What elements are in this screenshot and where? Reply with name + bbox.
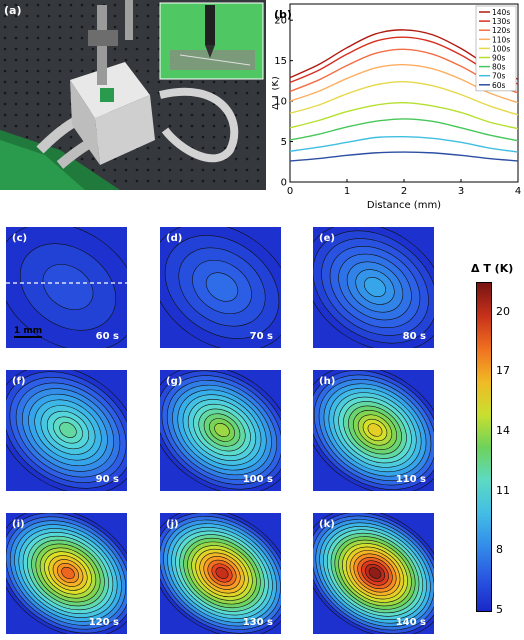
colorbar-tick-label: 8 xyxy=(496,543,503,557)
contour-map-plot: 1 mm xyxy=(6,227,127,348)
map-panel-label: (g) xyxy=(166,376,183,387)
series-line-80s xyxy=(289,118,519,142)
legend-label: 140s xyxy=(492,8,510,17)
legend-label: 120s xyxy=(492,26,510,35)
contour-map: (j) 130 s xyxy=(160,513,281,634)
map-time-label: 140 s xyxy=(395,617,426,628)
scale-bar-label: 1 mm xyxy=(14,326,42,336)
contour-level xyxy=(59,422,77,438)
panel-label-b: (b) xyxy=(274,8,292,21)
x-tick-label: 0 xyxy=(287,186,293,197)
map-time-label: 110 s xyxy=(395,474,426,485)
x-tick-label: 4 xyxy=(515,186,521,197)
map-panel-label: (e) xyxy=(319,233,335,244)
contour-level xyxy=(42,264,94,310)
map-time-label: 130 s xyxy=(242,617,273,628)
y-axis-label: Δ T (K) xyxy=(272,76,281,110)
legend-label: 130s xyxy=(492,17,510,26)
contour-level xyxy=(61,566,75,580)
legend-label: 70s xyxy=(492,72,506,81)
map-panel-label: (d) xyxy=(166,233,183,244)
contour-level xyxy=(368,567,382,579)
colorbar-tick-label: 17 xyxy=(496,364,510,378)
y-tick-label: 0 xyxy=(281,178,287,189)
contour-map: (e) 80 s xyxy=(313,227,434,348)
contour-map-plot xyxy=(313,513,434,634)
x-tick-label: 2 xyxy=(401,186,407,197)
legend-label: 100s xyxy=(492,44,510,53)
legend-label: 80s xyxy=(492,63,506,72)
contour-map: (d) 70 s xyxy=(160,227,281,348)
colorbar xyxy=(476,282,492,612)
series-line-60s xyxy=(289,151,519,162)
setup-photo: (a) xyxy=(0,0,266,190)
colorbar-tick-label: 14 xyxy=(496,424,510,438)
x-tick-label: 3 xyxy=(458,186,464,197)
y-tick-label: 15 xyxy=(274,56,287,67)
legend-label: 110s xyxy=(492,35,510,44)
contour-level xyxy=(367,423,383,437)
map-panel-label: (k) xyxy=(319,519,335,530)
map-time-label: 100 s xyxy=(242,474,273,485)
map-panel-label: (f) xyxy=(12,376,26,387)
map-time-label: 70 s xyxy=(249,331,273,342)
contour-level xyxy=(363,276,387,298)
contour-map-plot xyxy=(313,227,434,348)
y-tick-label: 10 xyxy=(274,97,287,108)
contour-map: (h) 110 s xyxy=(313,370,434,491)
contour-map-plot xyxy=(6,513,127,634)
contour-map: 1 mm (c) 60 s xyxy=(6,227,127,348)
legend-label: 90s xyxy=(492,54,506,63)
map-panel-label: (i) xyxy=(12,519,25,530)
map-panel-label: (h) xyxy=(319,376,336,387)
contour-map-plot xyxy=(6,370,127,491)
map-time-label: 90 s xyxy=(95,474,119,485)
colorbar-tick-label: 20 xyxy=(496,304,510,318)
map-time-label: 80 s xyxy=(402,331,426,342)
x-axis-label: Distance (mm) xyxy=(367,200,441,210)
series-line-90s xyxy=(289,102,519,130)
colorbar-tick-label: 5 xyxy=(496,603,503,616)
y-tick-label: 5 xyxy=(281,137,287,148)
y-tick-label: 20 xyxy=(274,16,287,27)
contour-map-plot xyxy=(313,370,434,491)
panel-label-a: (a) xyxy=(4,4,22,17)
map-time-label: 120 s xyxy=(88,617,119,628)
series-line-70s xyxy=(289,135,519,153)
colorbar-tick-label: 11 xyxy=(496,483,510,497)
contour-map: (k) 140 s xyxy=(313,513,434,634)
x-tick-label: 1 xyxy=(344,186,350,197)
legend-label: 60s xyxy=(492,81,506,90)
map-panel-label: (j) xyxy=(166,519,179,530)
contour-map-plot xyxy=(160,227,281,348)
contour-level xyxy=(205,272,239,302)
contour-map: (f) 90 s xyxy=(6,370,127,491)
setup-photo-drawing xyxy=(0,0,266,190)
map-time-label: 60 s xyxy=(95,331,119,342)
contour-map-plot xyxy=(160,370,281,491)
series-line-100s xyxy=(289,80,519,116)
colorbar-title: Δ T (K) xyxy=(471,262,514,275)
contour-level xyxy=(215,567,229,579)
temperature-profile-chart: 0 1 2 3 4 0 5 10 15 20 Distance (mm) Δ T (K) 140s130… xyxy=(272,3,521,210)
contour-map: (i) 120 s xyxy=(6,513,127,634)
contour-level xyxy=(214,422,230,438)
contour-map: (g) 100 s xyxy=(160,370,281,491)
contour-map-plot xyxy=(160,513,281,634)
map-panel-label: (c) xyxy=(12,233,28,244)
